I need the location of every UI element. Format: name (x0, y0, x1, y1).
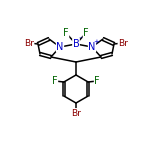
Text: F: F (52, 76, 58, 86)
Text: Br: Br (24, 38, 34, 47)
Text: F: F (94, 76, 100, 86)
Text: B: B (73, 39, 79, 49)
Text: N: N (88, 42, 96, 52)
Text: Br: Br (71, 109, 81, 117)
Text: +: + (94, 40, 99, 45)
Text: F: F (63, 28, 69, 38)
Text: N: N (56, 42, 64, 52)
Text: ⁻: ⁻ (79, 36, 82, 43)
Text: F: F (83, 28, 89, 38)
Text: Br: Br (118, 38, 128, 47)
